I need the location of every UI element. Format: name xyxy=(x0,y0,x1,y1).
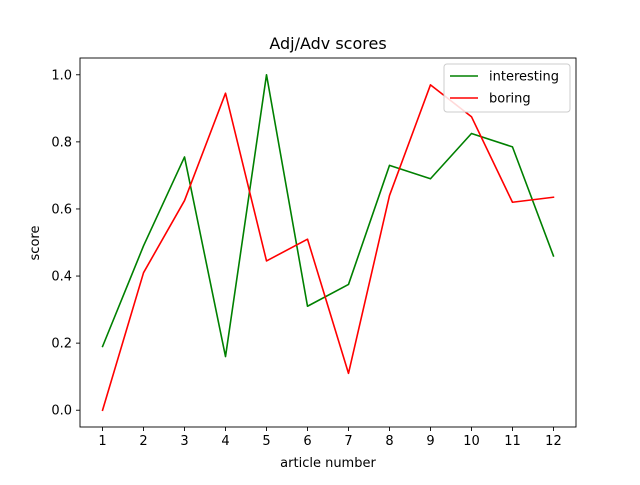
data-point-interesting-6 xyxy=(306,305,309,308)
x-tick-label: 6 xyxy=(303,434,311,449)
data-point-boring-10 xyxy=(470,115,473,118)
y-tick-label: 1.0 xyxy=(51,68,72,83)
data-point-boring-9 xyxy=(429,83,432,86)
plot-area: 1 2 3 4 5 6 7 8 9 10 11 120.00.20.40.60.81.0 xyxy=(51,57,577,449)
x-tick-label: 11 xyxy=(504,434,521,449)
chart-title: Adj/Adv scores xyxy=(269,34,386,53)
data-point-boring-7 xyxy=(347,372,350,375)
x-tick-label: 1 xyxy=(98,434,106,449)
data-point-interesting-4 xyxy=(224,355,227,358)
y-tick-label: 0.4 xyxy=(51,270,72,285)
x-tick-label: 8 xyxy=(385,434,393,449)
y-tick-label: 0.0 xyxy=(51,404,72,419)
data-point-boring-2 xyxy=(142,271,145,274)
data-point-boring-6 xyxy=(306,238,309,241)
x-tick-label: 12 xyxy=(545,434,562,449)
data-point-interesting-3 xyxy=(183,155,186,158)
legend-label-interesting: interesting xyxy=(489,70,559,85)
data-point-interesting-9 xyxy=(429,177,432,180)
data-point-interesting-2 xyxy=(142,244,145,247)
data-point-interesting-10 xyxy=(470,132,473,135)
y-tick-label: 0.8 xyxy=(51,135,72,150)
x-tick-label: 9 xyxy=(426,434,434,449)
data-point-interesting-5 xyxy=(265,73,268,76)
data-point-boring-8 xyxy=(388,194,391,197)
data-point-interesting-7 xyxy=(347,283,350,286)
y-tick-label: 0.6 xyxy=(51,202,72,217)
x-tick-label: 2 xyxy=(139,434,147,449)
data-point-boring-11 xyxy=(511,201,514,204)
x-axis-label: article number xyxy=(280,456,376,471)
data-point-boring-3 xyxy=(183,199,186,202)
data-point-interesting-12 xyxy=(552,254,555,257)
legend: interesting boring xyxy=(443,63,571,113)
data-point-boring-12 xyxy=(552,196,555,199)
data-point-interesting-8 xyxy=(388,164,391,167)
data-point-boring-4 xyxy=(224,92,227,95)
axes-frame xyxy=(79,57,577,428)
y-axis-label: score xyxy=(28,226,43,261)
series-line-interesting xyxy=(101,73,555,358)
data-point-interesting-11 xyxy=(511,145,514,148)
data-point-boring-5 xyxy=(265,259,268,262)
legend-label-boring: boring xyxy=(489,92,531,107)
x-tick-label: 10 xyxy=(463,434,480,449)
x-tick-label: 4 xyxy=(221,434,229,449)
x-tick-label: 3 xyxy=(180,434,188,449)
x-tick-label: 5 xyxy=(262,434,270,449)
y-tick-label: 0.2 xyxy=(51,337,72,352)
data-point-interesting-1 xyxy=(101,345,104,348)
series-line-boring xyxy=(101,84,555,412)
x-tick-label: 7 xyxy=(344,434,352,449)
data-point-boring-1 xyxy=(101,409,104,412)
